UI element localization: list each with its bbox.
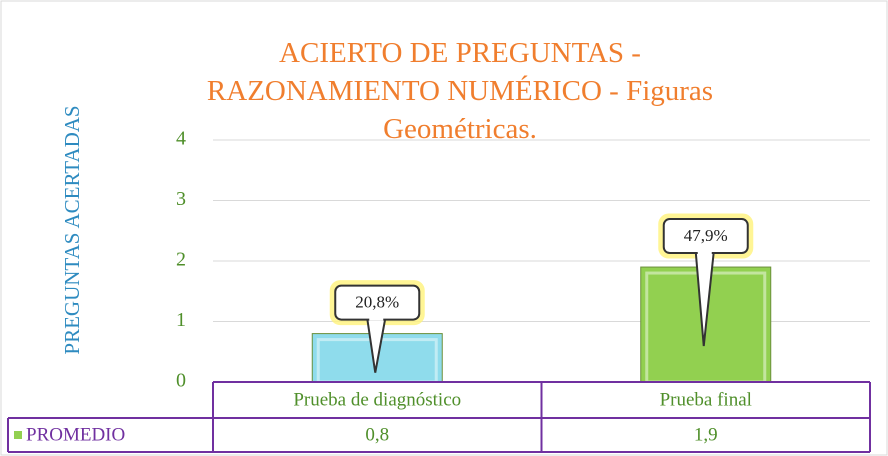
y-tick-label: 4	[176, 128, 186, 150]
y-tick-label: 0	[176, 370, 186, 392]
y-tick-label: 3	[176, 188, 186, 210]
y-axis-label: PREGUNTAS ACERTADAS	[60, 105, 84, 354]
callout-label: 20,8%	[355, 293, 399, 312]
callout-label: 47,9%	[684, 226, 728, 245]
callout-cover	[697, 250, 712, 255]
chart-title: ACIERTO DE PREGUNTAS - RAZONAMIENTO NUMÉ…	[206, 37, 714, 145]
x-tick-label: Prueba final	[660, 389, 752, 410]
legend-label: PROMEDIO	[26, 424, 125, 445]
callout-cover	[369, 316, 384, 321]
table-value: 1,9	[694, 424, 718, 445]
legend-key	[14, 431, 22, 439]
y-tick-label: 2	[176, 249, 186, 271]
y-tick-label: 1	[176, 309, 186, 331]
x-tick-label: Prueba de diagnóstico	[293, 389, 461, 410]
table-value: 0,8	[365, 424, 389, 445]
